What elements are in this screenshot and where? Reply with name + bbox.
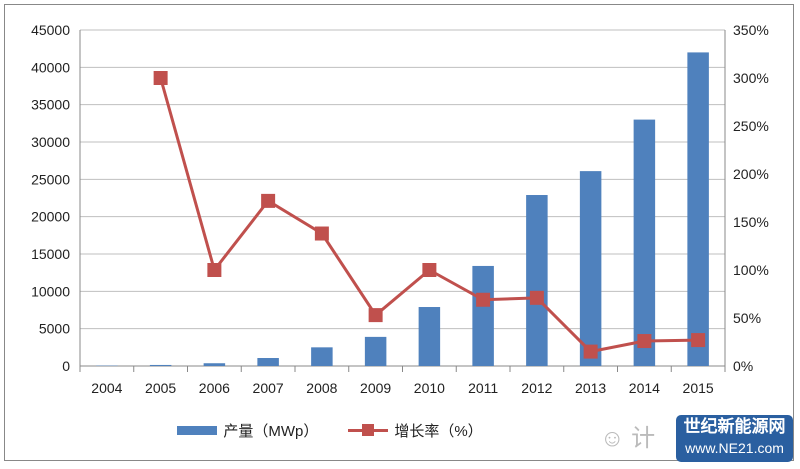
legend: 产量（MWp） 增长率（%）: [0, 420, 660, 441]
x-tick-label: 2005: [145, 380, 176, 396]
brand-name: 世纪新能源网: [683, 417, 786, 436]
wechat-text: 计: [631, 425, 656, 452]
growth-marker: [207, 263, 222, 277]
growth-marker: [691, 333, 706, 348]
bar: [579, 171, 602, 366]
growth-marker: [583, 344, 598, 359]
x-tick-label: 2008: [306, 380, 337, 396]
bar: [364, 336, 387, 366]
bar: [526, 195, 548, 366]
bar: [472, 265, 494, 366]
y-tick-label: 45000: [31, 22, 70, 38]
x-tick-label: 2013: [575, 380, 606, 396]
legend-line-swatch: [348, 424, 389, 436]
bar: [203, 363, 226, 366]
legend-label: 产量（MWp）: [223, 423, 319, 440]
legend-label: 增长率（%）: [394, 423, 483, 440]
y2-tick-label: 50%: [733, 310, 761, 326]
y2-tick-label: 200%: [733, 166, 769, 182]
bar: [149, 364, 172, 366]
y-tick-label: 15000: [31, 246, 70, 262]
x-tick-label: 2015: [683, 380, 714, 396]
y2-tick-label: 150%: [733, 214, 769, 230]
y2-tick-label: 350%: [733, 22, 769, 38]
y-tick-label: 10000: [31, 283, 70, 299]
y2-tick-label: 0%: [733, 358, 753, 374]
y-tick-label: 30000: [31, 134, 70, 150]
bar: [418, 307, 441, 366]
x-tick-label: 2012: [521, 380, 552, 396]
legend-bar-swatch: [177, 426, 218, 435]
x-tick-label: 2006: [199, 380, 230, 396]
growth-marker: [368, 308, 383, 323]
growth-marker: [153, 71, 168, 85]
growth-marker: [261, 193, 276, 208]
wechat-watermark: ☺ 计: [600, 425, 656, 452]
x-tick-label: 2007: [253, 380, 284, 396]
x-tick-label: 2010: [414, 380, 445, 396]
chart-frame: [4, 4, 794, 461]
growth-marker: [422, 263, 437, 277]
y-tick-label: 20000: [31, 209, 70, 225]
y-tick-label: 25000: [31, 171, 70, 187]
growth-marker: [476, 292, 491, 307]
growth-marker: [637, 334, 652, 349]
y-tick-label: 5000: [39, 321, 70, 337]
x-tick-label: 2014: [629, 380, 660, 396]
bar: [687, 52, 709, 367]
y2-tick-label: 100%: [733, 262, 769, 278]
y-tick-label: 40000: [31, 59, 70, 75]
legend-item-production: 产量（MWp）: [177, 420, 318, 441]
bar: [257, 358, 279, 366]
bar: [633, 119, 656, 366]
y-tick-label: 35000: [31, 97, 70, 113]
x-tick-label: 2009: [360, 380, 391, 396]
y2-tick-label: 250%: [733, 118, 769, 134]
y-tick-label: 0: [62, 358, 70, 374]
brand-url: www.NE21.com: [685, 440, 784, 456]
growth-marker: [529, 290, 544, 305]
growth-marker: [314, 226, 329, 241]
brand-watermark: 世纪新能源网 www.NE21.com: [676, 415, 793, 462]
legend-item-growth: 增长率（%）: [348, 420, 483, 441]
y2-tick-label: 300%: [733, 70, 769, 86]
bar: [311, 347, 333, 366]
x-tick-label: 2004: [91, 380, 122, 396]
x-tick-label: 2011: [468, 380, 498, 396]
